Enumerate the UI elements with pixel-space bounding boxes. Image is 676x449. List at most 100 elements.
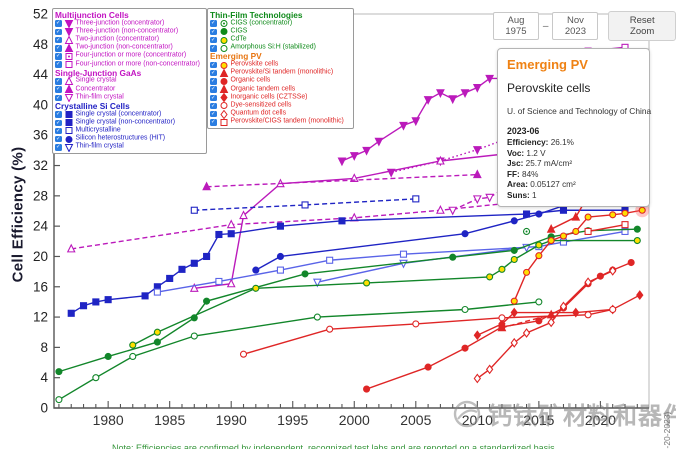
legend-item[interactable]: ✓ Amorphous Si:H (stabilized) bbox=[210, 44, 350, 52]
data-point-marker[interactable] bbox=[609, 305, 617, 314]
data-point-marker[interactable] bbox=[609, 265, 617, 276]
data-point-marker[interactable] bbox=[633, 237, 641, 245]
data-point-marker[interactable] bbox=[226, 278, 236, 288]
data-point-marker[interactable] bbox=[638, 206, 646, 214]
data-point-marker[interactable] bbox=[486, 273, 494, 281]
data-point-marker[interactable] bbox=[636, 290, 644, 301]
data-point-marker[interactable] bbox=[67, 309, 75, 317]
data-point-marker[interactable] bbox=[55, 368, 63, 376]
legend-item[interactable]: ✓ Multicrystalline bbox=[55, 126, 203, 135]
data-point-marker[interactable] bbox=[326, 325, 334, 333]
legend-item[interactable]: ✓ Organic tandem cells bbox=[210, 85, 350, 94]
data-point-marker[interactable] bbox=[252, 266, 260, 274]
legend-checkbox[interactable]: ✓ bbox=[55, 78, 62, 85]
data-point-marker[interactable] bbox=[535, 317, 543, 325]
data-point-marker[interactable] bbox=[276, 252, 284, 261]
data-point-marker[interactable] bbox=[627, 258, 635, 267]
legend-item[interactable]: ✓ Thin-film crystal bbox=[55, 93, 203, 103]
legend-item[interactable]: ✓ CIGS bbox=[210, 27, 350, 36]
data-point-marker[interactable] bbox=[547, 237, 555, 245]
legend-checkbox[interactable]: ✓ bbox=[55, 53, 62, 60]
data-point-marker[interactable] bbox=[203, 297, 211, 305]
legend-checkbox[interactable]: ✓ bbox=[210, 20, 217, 27]
data-point-marker[interactable] bbox=[535, 241, 543, 249]
data-point-marker[interactable] bbox=[460, 89, 470, 99]
data-point-marker[interactable] bbox=[374, 137, 384, 147]
data-point-marker[interactable] bbox=[559, 301, 568, 312]
data-point-marker[interactable] bbox=[104, 296, 112, 304]
data-point-marker[interactable] bbox=[66, 243, 76, 253]
data-point-marker[interactable] bbox=[239, 350, 248, 358]
legend-item[interactable]: ✓ Perovskite cells bbox=[210, 60, 350, 69]
legend-item[interactable]: ✓ Four-junction or more (concentrator) bbox=[55, 52, 203, 60]
reset-zoom-button[interactable]: Reset Zoom bbox=[608, 11, 676, 41]
data-point-marker[interactable] bbox=[129, 352, 137, 361]
data-point-marker[interactable] bbox=[461, 344, 469, 352]
data-point-marker[interactable] bbox=[461, 230, 469, 238]
legend-item[interactable]: ✓ Two-junction (concentrator) bbox=[55, 36, 203, 44]
data-point-marker[interactable] bbox=[584, 213, 592, 221]
data-point-marker[interactable] bbox=[522, 328, 531, 338]
data-point-marker[interactable] bbox=[412, 195, 420, 203]
legend-checkbox[interactable]: ✓ bbox=[55, 45, 62, 52]
data-point-marker[interactable] bbox=[203, 252, 211, 261]
data-point-marker[interactable] bbox=[189, 283, 199, 292]
legend-checkbox[interactable]: ✓ bbox=[55, 135, 62, 143]
legend-item[interactable]: ✓ CIGS (concentrator) bbox=[210, 19, 350, 28]
legend-item[interactable]: ✓ Dye-sensitized cells bbox=[210, 101, 350, 110]
data-point-marker[interactable] bbox=[92, 298, 100, 306]
data-point-marker[interactable] bbox=[485, 364, 494, 375]
data-point-marker[interactable] bbox=[498, 314, 506, 322]
data-point-marker[interactable] bbox=[276, 222, 284, 230]
legend-checkbox[interactable]: ✓ bbox=[55, 111, 62, 118]
legend-checkbox[interactable]: ✓ bbox=[55, 127, 62, 135]
data-point-marker[interactable] bbox=[621, 227, 629, 236]
data-point-marker[interactable] bbox=[547, 317, 555, 328]
data-point-marker[interactable] bbox=[621, 209, 629, 217]
legend-checkbox[interactable]: ✓ bbox=[55, 119, 62, 126]
data-point-marker[interactable] bbox=[399, 121, 408, 131]
data-point-marker[interactable] bbox=[498, 265, 506, 273]
data-point-marker[interactable] bbox=[215, 277, 223, 286]
data-point-marker[interactable] bbox=[166, 274, 174, 282]
data-point-marker[interactable] bbox=[473, 373, 482, 384]
data-point-marker[interactable] bbox=[226, 219, 236, 229]
legend-checkbox[interactable]: ✓ bbox=[210, 119, 217, 126]
legend-checkbox[interactable]: ✓ bbox=[210, 78, 217, 85]
data-point-marker[interactable] bbox=[510, 337, 518, 348]
data-point-marker[interactable] bbox=[584, 311, 592, 319]
data-point-marker[interactable] bbox=[239, 210, 248, 220]
legend-item[interactable]: ✓ Two-junction (non-concentrator) bbox=[55, 44, 203, 52]
data-point-marker[interactable] bbox=[312, 278, 322, 288]
data-point-marker[interactable] bbox=[252, 284, 260, 292]
legend-checkbox[interactable]: ✓ bbox=[55, 61, 62, 68]
data-point-marker[interactable] bbox=[399, 250, 408, 258]
data-point-marker[interactable] bbox=[510, 255, 518, 264]
data-point-marker[interactable] bbox=[535, 210, 543, 218]
legend-item[interactable]: ✓ Quantum dot cells bbox=[210, 110, 350, 119]
legend-item[interactable]: ✓ Single crystal (concentrator) bbox=[55, 110, 203, 119]
legend-checkbox[interactable]: ✓ bbox=[55, 36, 62, 44]
legend-item[interactable]: ✓ Single crystal (non-concentrator) bbox=[55, 118, 203, 127]
data-point-marker[interactable] bbox=[461, 305, 469, 314]
data-point-marker[interactable] bbox=[411, 117, 421, 127]
legend-item[interactable]: ✓ Perovskite/Si tandem (monolithic) bbox=[210, 69, 350, 77]
legend-item[interactable]: ✓ Inorganic cells (CZTSSe) bbox=[210, 93, 350, 103]
data-point-marker[interactable] bbox=[510, 217, 518, 225]
legend-item[interactable]: ✓ CdTe bbox=[210, 36, 350, 44]
data-point-marker[interactable] bbox=[153, 328, 161, 336]
legend-item[interactable]: ✓ Organic cells bbox=[210, 77, 350, 85]
data-point-marker[interactable] bbox=[523, 268, 531, 276]
legend-checkbox[interactable]: ✓ bbox=[210, 110, 217, 118]
data-point-marker[interactable] bbox=[448, 95, 458, 105]
data-point-marker[interactable] bbox=[363, 385, 371, 393]
legend-item[interactable]: ✓ Concentrator bbox=[55, 85, 203, 94]
data-point-marker[interactable] bbox=[523, 210, 531, 218]
data-point-marker[interactable] bbox=[559, 232, 568, 240]
data-point-marker[interactable] bbox=[349, 152, 359, 161]
data-point-marker[interactable] bbox=[472, 83, 482, 93]
legend-checkbox[interactable]: ✓ bbox=[55, 20, 62, 27]
data-point-marker[interactable] bbox=[153, 338, 161, 346]
legend-item[interactable]: ✓ Single crystal bbox=[55, 77, 203, 85]
data-point-marker[interactable] bbox=[412, 320, 420, 328]
